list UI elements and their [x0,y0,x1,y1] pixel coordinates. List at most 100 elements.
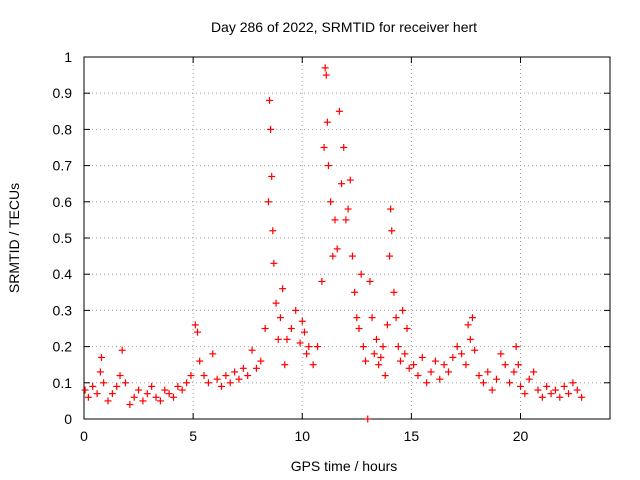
data-point [268,172,276,180]
data-point [462,361,470,369]
data-point [403,325,411,332]
data-point [547,390,555,398]
data-point [517,382,525,390]
data-point [458,350,466,358]
axis-ticks [83,56,610,420]
data-point [444,368,452,376]
data-point [231,368,239,376]
data-point [93,390,101,398]
data-point [383,321,391,329]
data-point [525,375,533,383]
data-point [305,343,313,351]
data-point [396,357,404,365]
y-tick-label: 0.7 [53,158,73,174]
y-tick-label: 0.2 [53,339,73,355]
data-point [248,346,256,354]
data-point [431,357,439,365]
data-point [362,357,370,365]
data-point [573,386,581,394]
data-point [165,390,173,398]
plot-frame [83,56,611,420]
data-point [287,325,295,332]
data-point [335,107,343,115]
data-point [209,350,217,358]
data-point [364,415,372,423]
data-point [272,299,280,307]
data-point [322,71,330,79]
y-tick-label: 0.1 [53,375,73,391]
y-tick-labels: 0 0.1 0.2 0.3 0.4 0.5 0.6 0.7 0.8 0.9 1 [53,49,73,427]
data-point [344,205,352,213]
data-point [323,118,331,126]
data-point [183,379,191,387]
x-tick-label: 15 [404,428,420,444]
data-point [283,335,291,343]
data-point [501,361,509,369]
data-point [204,379,212,387]
data-point [351,288,359,296]
data-point [239,364,247,372]
data-point [235,375,243,383]
data-point [449,353,457,361]
data-point [368,314,376,322]
data-point [324,162,332,170]
y-tick-label: 0.3 [53,302,73,318]
data-point [440,361,448,369]
data-point [222,372,230,380]
data-point [218,382,226,390]
data-point [510,368,518,376]
data-point [414,372,422,380]
data-point [357,270,365,278]
data-point [342,216,350,224]
data-point [318,277,326,285]
data-point [270,259,278,267]
data-point [135,386,143,394]
y-tick-label: 0.9 [53,85,73,101]
data-point [543,382,551,390]
data-point [390,288,398,296]
data-point [340,144,348,151]
x-tick-labels: 0 5 10 15 20 [80,428,528,444]
data-point [423,379,431,387]
data-point [556,393,564,401]
data-point [381,372,389,380]
data-point [370,350,378,358]
data-point [269,227,277,235]
data-point [471,346,479,354]
x-tick-label: 5 [189,428,197,444]
data-point [405,364,413,372]
data-point [193,328,201,336]
data-point [468,314,476,322]
data-point [314,343,322,351]
data-point [298,317,306,325]
data-point [551,386,559,394]
data-point [512,343,520,351]
data-point [331,216,339,224]
data-point [309,361,317,369]
data-point [81,386,89,394]
x-tick-label: 0 [80,428,88,444]
data-point [521,390,529,398]
data-point [392,314,400,322]
data-point [514,361,522,369]
data-point [156,397,164,405]
data-point [346,176,354,184]
data-point [506,379,514,387]
y-tick-label: 1 [64,49,72,65]
data-point [497,350,505,358]
data-point [226,379,234,387]
data-point [427,368,435,376]
data-point [252,364,260,372]
data-point [264,198,272,206]
data-point [321,64,329,72]
data-point [213,375,221,383]
data-point [479,379,487,387]
data-point [292,306,300,314]
data-point [534,386,542,394]
data-point [118,346,126,354]
data-point [410,361,418,369]
data-point [399,306,407,314]
data-point [300,328,308,336]
data-point [436,375,444,383]
data-point [530,368,538,376]
